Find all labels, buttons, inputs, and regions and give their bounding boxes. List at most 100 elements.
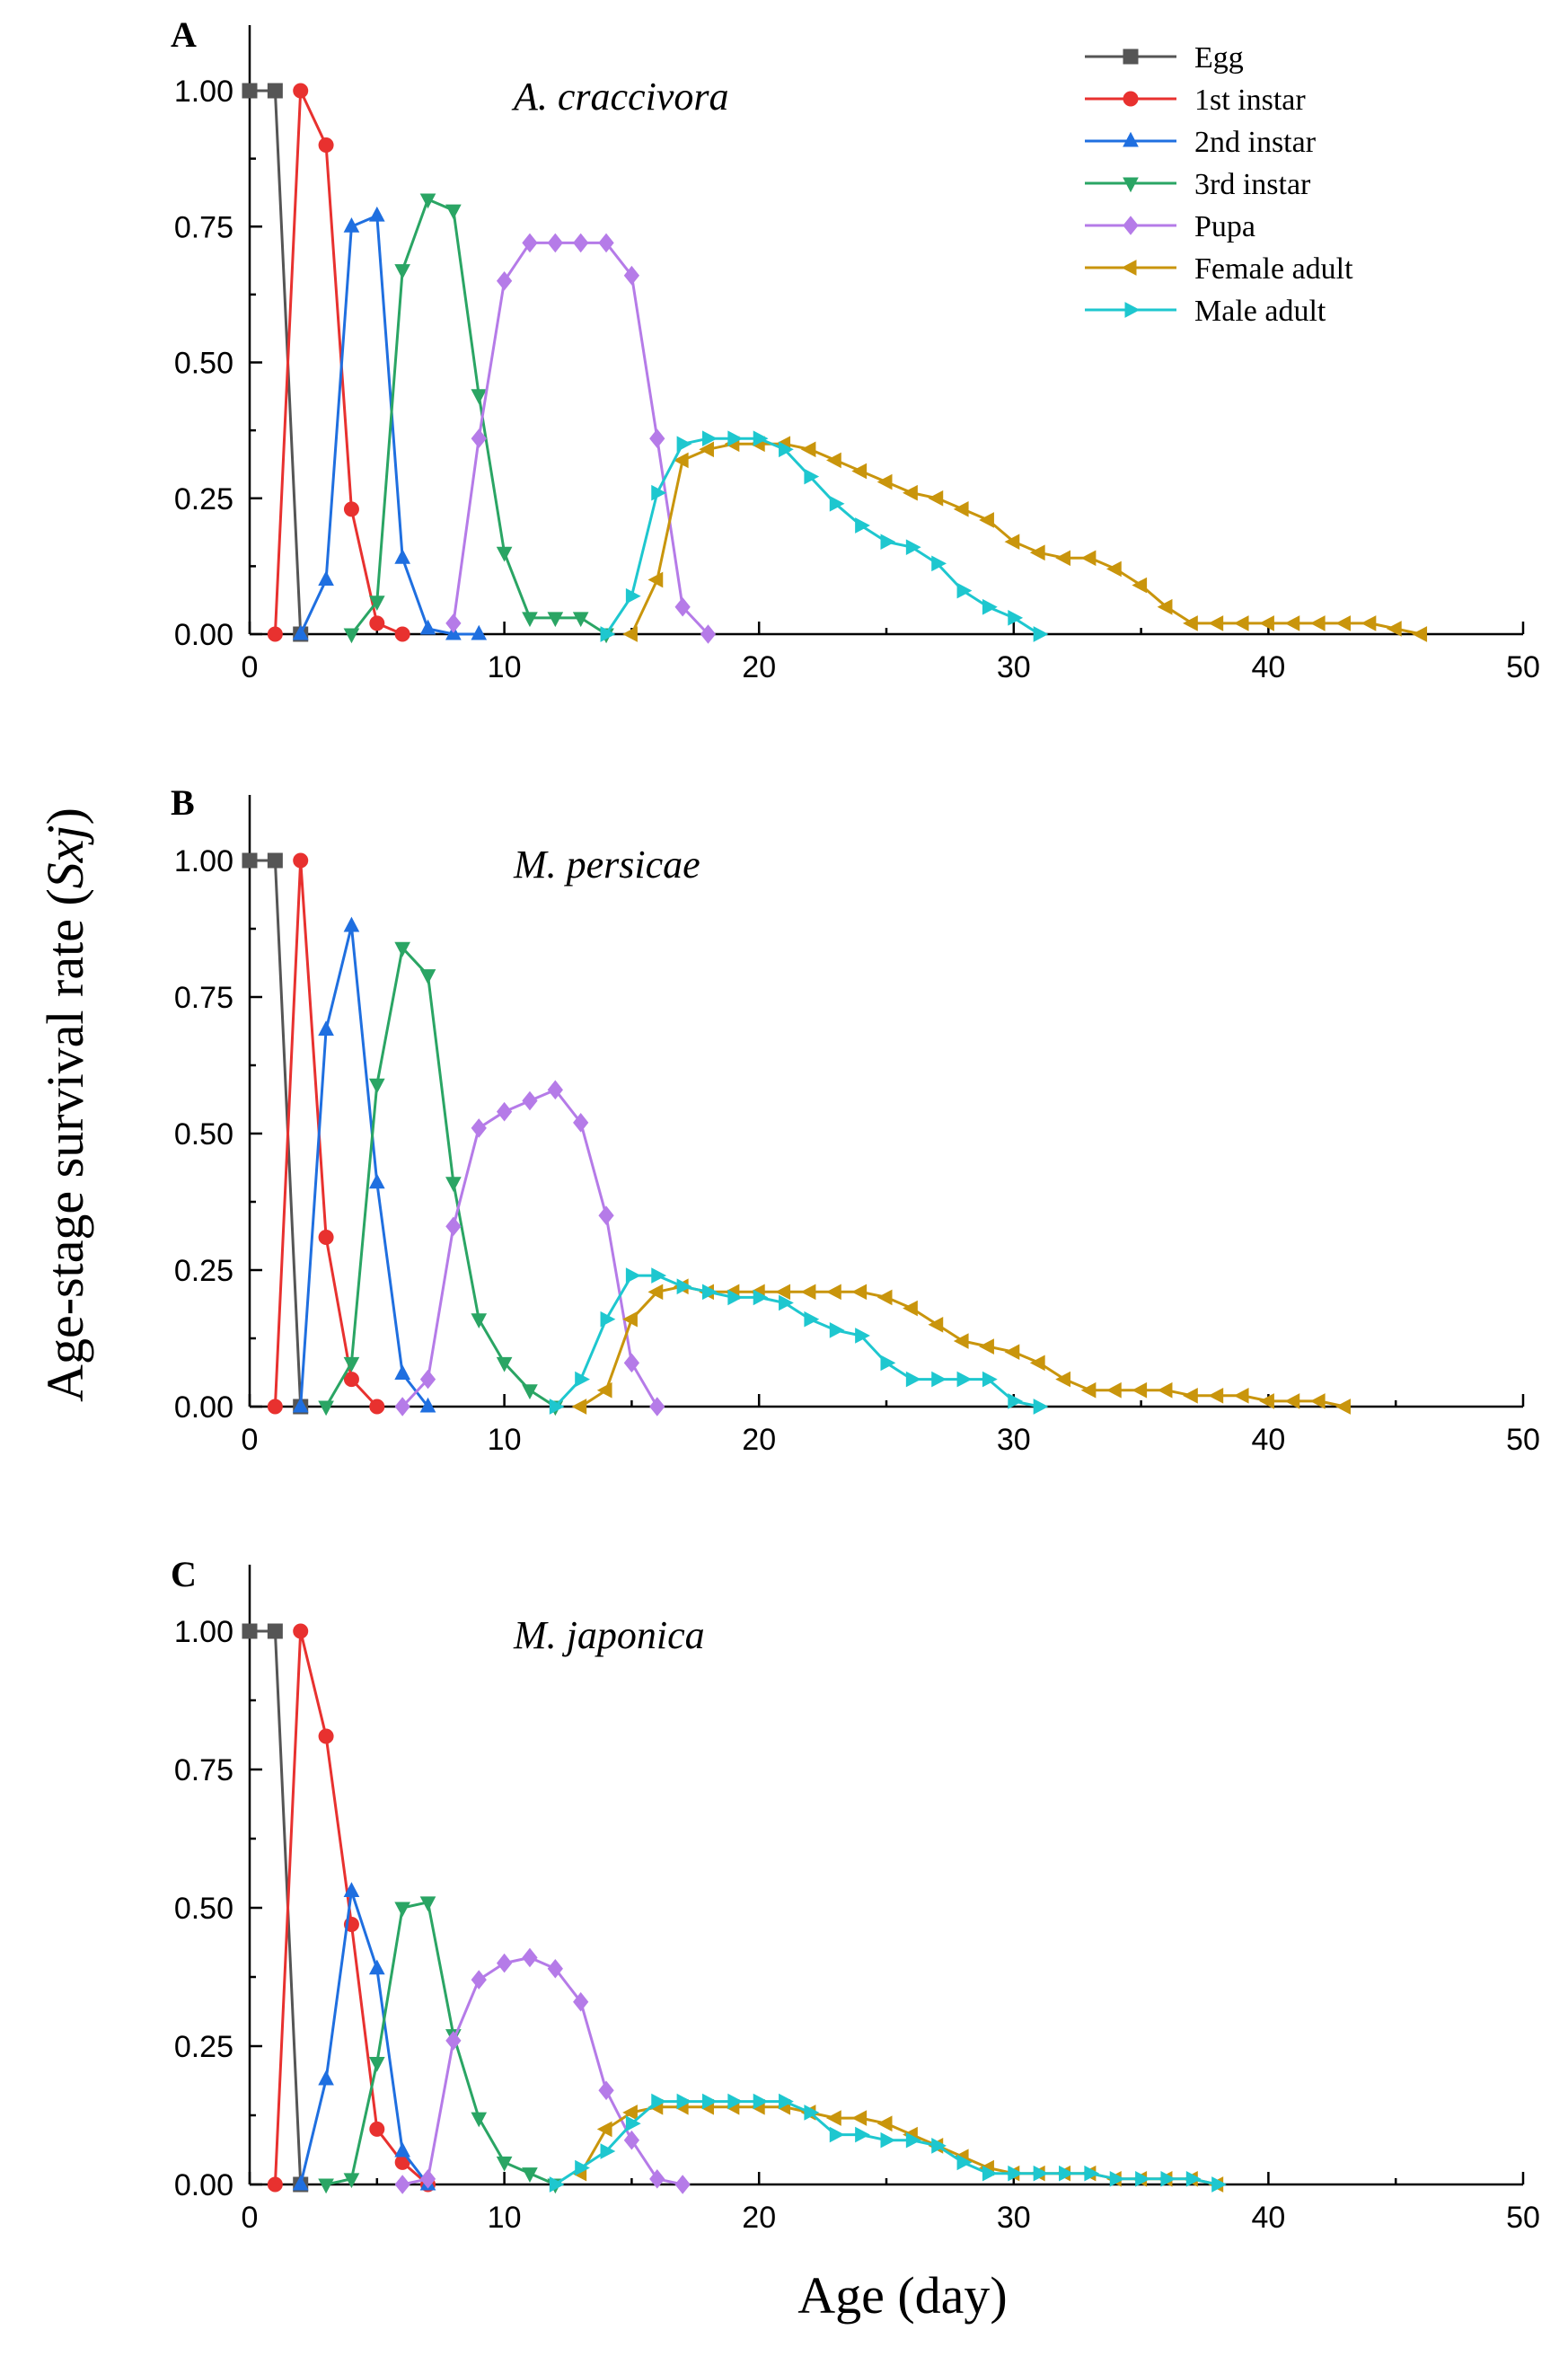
x-tick-label: 10 xyxy=(488,2201,522,2235)
data-point xyxy=(1004,1344,1020,1361)
panel-a: 0.00 0.25 0.50 0.75 1.00 0 10 20 30 40 50 A A. cracc… xyxy=(171,14,1540,684)
x-tick-label: 20 xyxy=(742,1423,776,1457)
data-point xyxy=(829,495,845,512)
data-point xyxy=(804,1310,820,1328)
data-point xyxy=(1183,1388,1198,1404)
data-point xyxy=(242,83,258,99)
data-point xyxy=(1157,1381,1173,1399)
data-point xyxy=(600,1310,616,1328)
data-point xyxy=(826,2110,841,2126)
data-point xyxy=(953,1333,969,1349)
data-point xyxy=(880,1355,896,1372)
data-point xyxy=(779,1294,794,1311)
data-point xyxy=(242,1623,258,1639)
legend-item-2nd-instar: 2nd instar xyxy=(1085,126,1317,159)
data-point xyxy=(522,1947,538,1968)
data-point xyxy=(622,2105,638,2121)
x-tick-label: 20 xyxy=(742,650,776,684)
data-point xyxy=(753,2093,769,2110)
series-line-3rd-instar xyxy=(350,198,607,636)
series-pupa xyxy=(445,233,717,644)
series-line-female-adult xyxy=(579,2105,1219,2186)
y-tick-label: 0.50 xyxy=(174,1117,233,1152)
data-point xyxy=(445,613,462,633)
x-tick-label: 50 xyxy=(1506,1423,1540,1457)
data-point xyxy=(600,2143,616,2159)
data-point xyxy=(1284,615,1300,631)
data-point xyxy=(880,2131,896,2149)
data-point xyxy=(876,473,893,490)
data-point xyxy=(905,1371,921,1388)
data-point xyxy=(1033,2165,1049,2182)
data-point xyxy=(394,1902,410,1918)
data-point xyxy=(779,441,794,458)
data-point xyxy=(445,2031,462,2051)
data-point xyxy=(496,1101,513,1122)
data-point xyxy=(851,2110,868,2126)
series-3rd-instar xyxy=(318,941,564,1416)
data-point xyxy=(1309,1393,1326,1409)
data-point xyxy=(598,233,614,253)
data-point xyxy=(419,193,436,209)
data-point xyxy=(343,1356,360,1372)
series-1st-instar xyxy=(267,852,385,1415)
data-point xyxy=(343,1882,360,1898)
data-point xyxy=(623,2130,640,2150)
data-point xyxy=(1033,1399,1049,1415)
data-point xyxy=(575,2159,590,2176)
data-point xyxy=(1055,1371,1071,1388)
y-tick-label: 0.50 xyxy=(174,1892,233,1926)
data-point xyxy=(471,2112,488,2128)
data-point xyxy=(267,2176,283,2193)
data-point xyxy=(267,626,283,642)
data-point xyxy=(598,2080,614,2101)
series-1st-instar xyxy=(267,83,410,642)
y-tick-label: 1.00 xyxy=(174,75,233,109)
legend-marker xyxy=(1123,49,1139,65)
legend-marker xyxy=(1123,216,1139,235)
data-point xyxy=(368,596,385,611)
data-point xyxy=(571,1399,587,1415)
data-point xyxy=(394,941,410,957)
legend-label: 1st instar xyxy=(1194,84,1306,117)
legend-marker xyxy=(1123,131,1139,147)
data-point xyxy=(649,428,665,449)
data-point xyxy=(343,916,360,932)
series-female-adult xyxy=(571,1278,1351,1415)
x-tick-label: 10 xyxy=(488,1423,522,1457)
legend-label: Male adult xyxy=(1194,295,1326,328)
series-line-3rd-instar xyxy=(325,1901,556,2186)
legend: Egg 1st instar 2nd instar 3rd instar Pupa Fem… xyxy=(1085,41,1353,328)
data-point xyxy=(928,490,944,507)
data-point xyxy=(575,1371,590,1388)
data-point xyxy=(956,582,973,599)
y-tick-label: 0.00 xyxy=(174,1390,233,1425)
legend-label: 2nd instar xyxy=(1194,126,1317,159)
data-point xyxy=(1084,2165,1100,2182)
data-point xyxy=(905,2131,921,2149)
data-point xyxy=(1233,1388,1249,1404)
data-point xyxy=(676,2093,692,2110)
data-point xyxy=(1233,615,1249,631)
data-point xyxy=(1259,1393,1274,1409)
data-point xyxy=(622,1310,638,1328)
data-point xyxy=(1029,544,1045,561)
data-point xyxy=(368,1959,385,1975)
data-point xyxy=(727,430,744,447)
data-point xyxy=(293,1623,309,1639)
data-point xyxy=(471,1970,487,1990)
x-tick-label: 40 xyxy=(1251,2201,1285,2235)
data-point xyxy=(573,1113,589,1133)
data-point xyxy=(851,1284,868,1301)
data-point xyxy=(471,1118,487,1138)
y-tick-label: 0.75 xyxy=(174,1753,233,1787)
data-point xyxy=(829,1322,845,1338)
data-point xyxy=(1185,2171,1202,2187)
data-point xyxy=(573,233,589,253)
data-point xyxy=(1132,577,1148,594)
series-line-2nd-instar xyxy=(299,924,429,1408)
data-point xyxy=(572,612,589,628)
data-point xyxy=(953,501,969,517)
data-point xyxy=(625,2115,641,2132)
data-point xyxy=(979,1338,994,1355)
